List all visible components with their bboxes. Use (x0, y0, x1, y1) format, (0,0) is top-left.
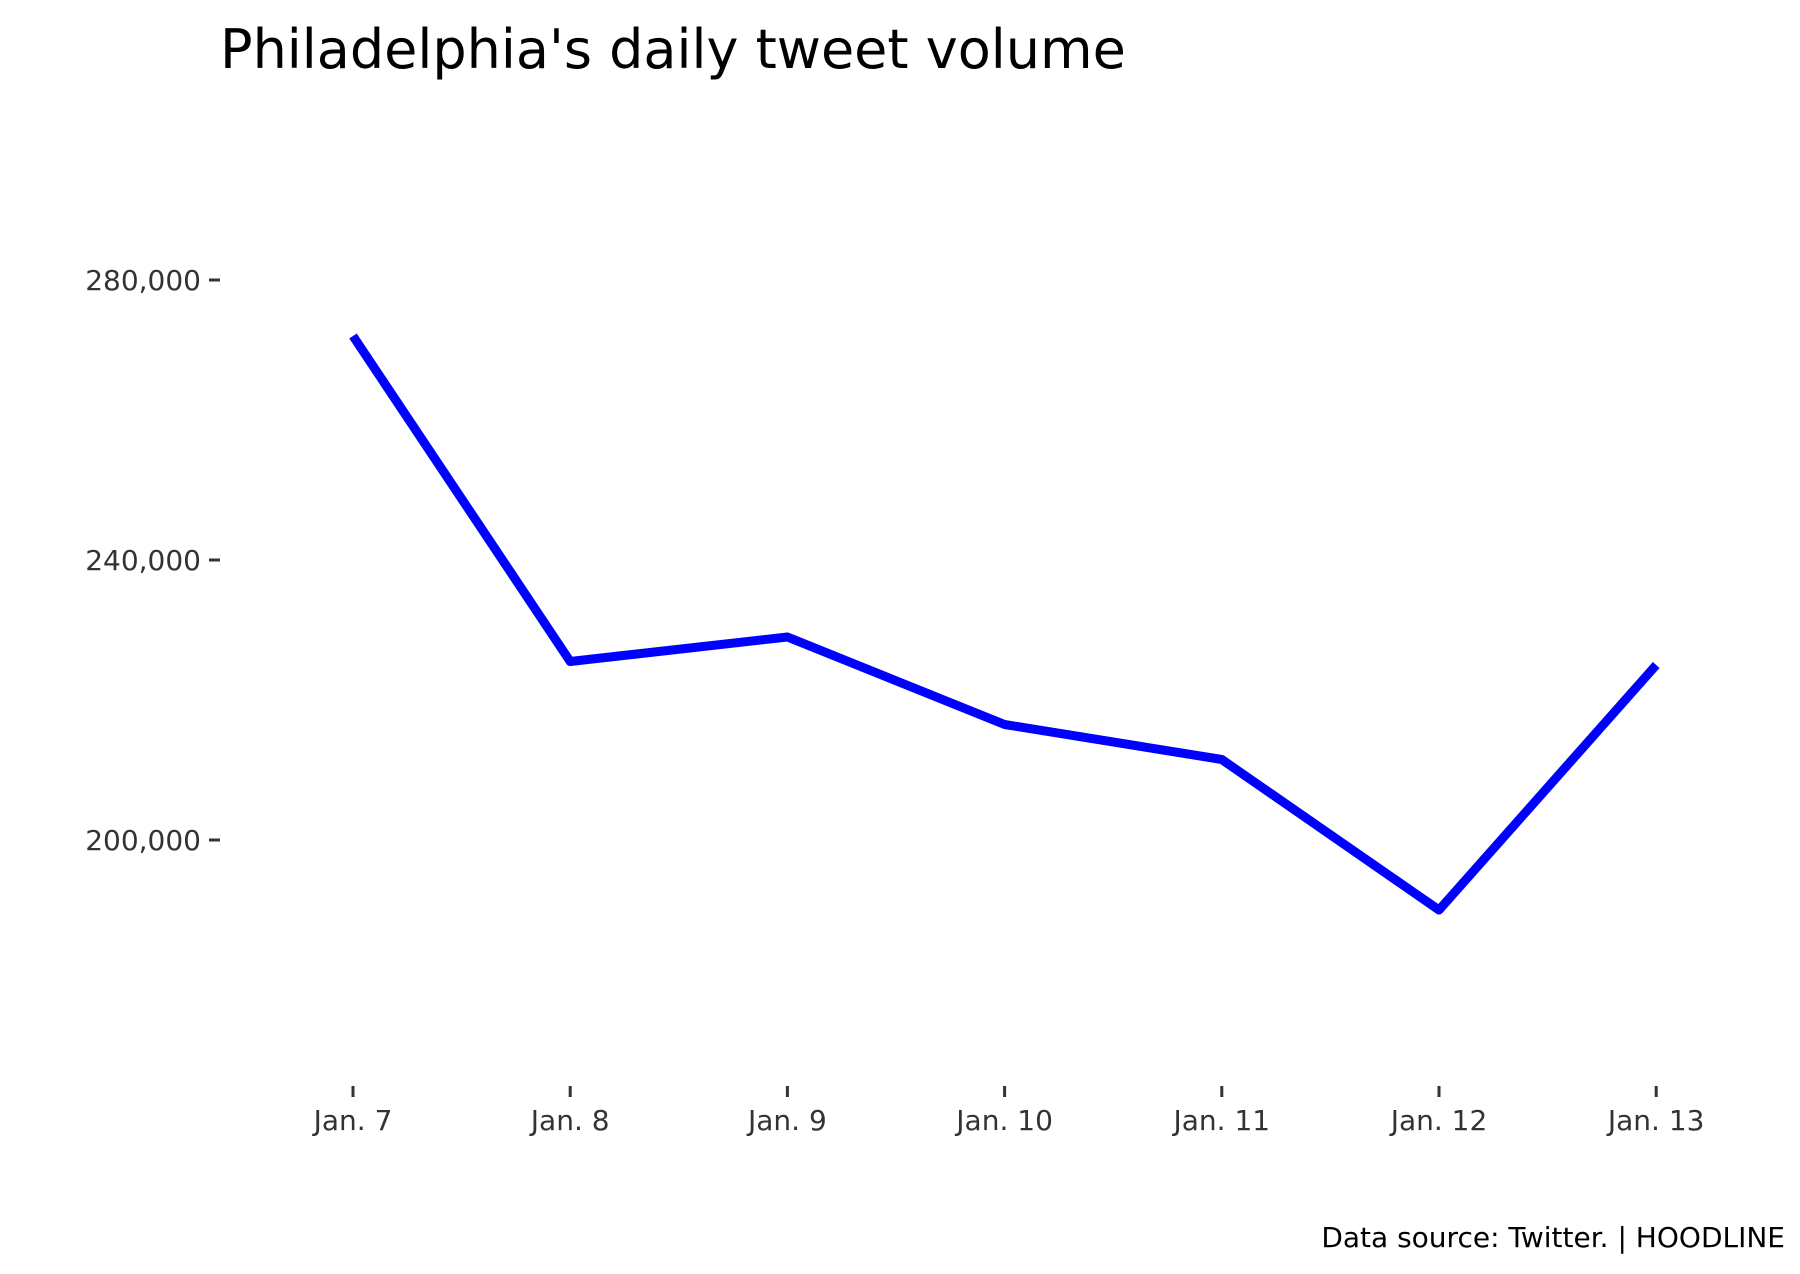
x-axis: Jan. 7 Jan. 8 Jan. 9 Jan. 10 Jan. 11 Jan. 12 J… (312, 1086, 1705, 1137)
y-axis: 200,000 240,000 280,000 (85, 264, 220, 857)
series-line (349, 333, 1660, 915)
y-tick-label: 200,000 (85, 824, 201, 857)
x-tick-label: Jan. 10 (954, 1104, 1053, 1137)
x-tick-label: Jan. 9 (746, 1104, 827, 1137)
x-tick-label: Jan. 12 (1389, 1104, 1488, 1137)
x-tick-label: Jan. 8 (529, 1104, 610, 1137)
x-tick-label: Jan. 13 (1606, 1104, 1705, 1137)
y-tick-label: 240,000 (85, 544, 201, 577)
chart-caption: Data source: Twitter. | HOODLINE (1321, 1221, 1785, 1254)
plot-area (349, 333, 1660, 915)
x-tick-label: Jan. 11 (1172, 1104, 1271, 1137)
chart-title: Philadelphia's daily tweet volume (220, 18, 1126, 81)
y-tick-label: 280,000 (85, 264, 201, 297)
x-tick-label: Jan. 7 (312, 1104, 393, 1137)
